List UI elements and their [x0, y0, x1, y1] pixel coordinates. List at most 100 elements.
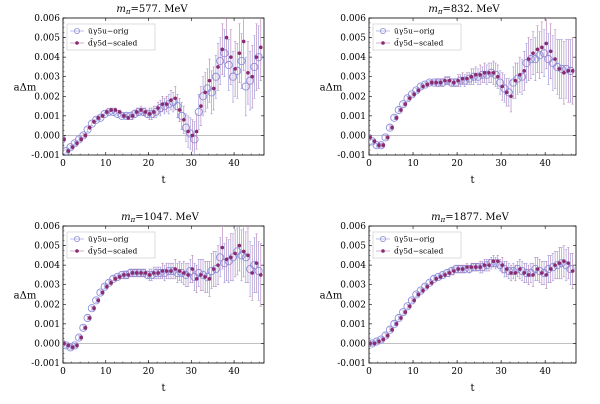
- data-point-orig: [241, 82, 250, 91]
- data-point-scaled: [254, 261, 259, 265]
- data-point-scaled: [109, 108, 113, 112]
- data-point-scaled: [429, 80, 434, 85]
- data-point-scaled: [500, 84, 505, 89]
- data-point-scaled: [122, 273, 126, 277]
- data-point-orig: [460, 76, 469, 85]
- data-point-scaled: [216, 65, 220, 69]
- title-pi-subscript: π: [437, 8, 443, 16]
- data-point-orig: [553, 62, 562, 71]
- data-point-scaled: [139, 108, 143, 112]
- data-point-scaled: [122, 114, 126, 118]
- data-point-scaled: [487, 263, 491, 267]
- legend-box: [66, 231, 156, 259]
- y-tick-label: 0.005: [340, 34, 366, 44]
- x-axis-label: t: [470, 175, 474, 186]
- data-point-scaled: [522, 69, 527, 73]
- y-tick-label: 0.000: [34, 131, 60, 141]
- data-point-scaled: [147, 112, 152, 116]
- data-point-scaled: [465, 76, 469, 81]
- legend-marker-orig: [74, 235, 81, 242]
- data-point-scaled: [190, 133, 195, 138]
- data-point-scaled: [92, 119, 96, 124]
- data-point-orig: [220, 49, 229, 58]
- data-point-scaled: [177, 269, 182, 273]
- x-tick-label: 30: [186, 159, 198, 169]
- data-point-scaled: [237, 51, 242, 56]
- data-point-orig: [160, 268, 169, 278]
- data-point-scaled: [522, 271, 527, 275]
- data-point-scaled: [100, 290, 105, 295]
- data-point-orig: [482, 70, 491, 79]
- y-axis-label: aΔm: [14, 83, 37, 94]
- x-tick-label: 0: [366, 367, 372, 377]
- data-point-scaled: [460, 267, 465, 271]
- legend: ūγ5u−orig d̄γ5d−scaled: [372, 231, 462, 259]
- data-point-scaled: [211, 86, 216, 91]
- data-point-scaled: [211, 267, 216, 271]
- x-axis-label: t: [470, 383, 474, 394]
- data-point-scaled: [434, 277, 438, 281]
- y-tick-label: -0.001: [31, 359, 60, 369]
- legend-marker-orig: [379, 27, 386, 34]
- data-point-scaled: [526, 57, 531, 61]
- data-point-orig: [173, 102, 182, 111]
- data-point-scaled: [390, 125, 394, 130]
- data-point-scaled: [469, 265, 474, 269]
- data-point-orig: [194, 107, 203, 116]
- data-point-scaled: [246, 71, 250, 75]
- data-point-scaled: [553, 263, 557, 267]
- data-point-orig: [540, 49, 549, 58]
- data-point-scaled: [394, 116, 399, 120]
- y-tick-label: 0.000: [340, 339, 366, 349]
- data-point-scaled: [229, 255, 233, 260]
- data-point-orig: [535, 266, 544, 276]
- data-point-orig: [566, 265, 575, 274]
- data-point-scaled: [416, 292, 421, 297]
- data-point-scaled: [92, 306, 96, 311]
- data-point-scaled: [75, 343, 79, 348]
- y-tick-label: 0.006: [34, 14, 60, 24]
- data-point-scaled: [134, 110, 139, 114]
- data-point-scaled: [518, 72, 522, 77]
- data-point-scaled: [482, 263, 487, 267]
- data-point-scaled: [369, 135, 372, 140]
- data-point-scaled: [496, 74, 500, 79]
- data-point-orig: [186, 129, 195, 138]
- data-point-scaled: [96, 116, 101, 120]
- title-m: m: [121, 212, 130, 223]
- data-point-scaled: [117, 275, 122, 279]
- data-point-orig: [233, 66, 242, 75]
- data-point-scaled: [66, 343, 71, 348]
- data-point-scaled: [372, 139, 377, 144]
- data-point-orig: [495, 78, 505, 87]
- x-tick-label: 10: [100, 159, 112, 169]
- data-point-scaled: [531, 51, 535, 56]
- data-point-orig: [241, 253, 250, 262]
- data-point-scaled: [70, 145, 75, 149]
- chart-title: mπ=1047. MeV: [121, 212, 199, 224]
- data-point-scaled: [478, 265, 483, 269]
- data-point-scaled: [381, 143, 386, 148]
- data-point-scaled: [443, 78, 447, 83]
- data-point-scaled: [526, 273, 531, 277]
- data-point-scaled: [496, 259, 500, 264]
- data-point-scaled: [194, 277, 199, 281]
- data-point-scaled: [513, 78, 518, 83]
- data-point-orig: [199, 92, 208, 101]
- data-point-orig: [465, 265, 474, 274]
- y-tick-label: 0.001: [340, 320, 366, 330]
- data-point-orig: [509, 266, 518, 276]
- x-tick-label: 40: [228, 159, 240, 169]
- data-point-scaled: [566, 69, 571, 73]
- data-point-orig: [250, 62, 259, 71]
- data-point-scaled: [126, 273, 131, 277]
- title-mass: =1047. MeV: [135, 212, 199, 223]
- y-tick-label: 0.004: [340, 261, 366, 271]
- data-point-orig: [194, 268, 203, 278]
- y-tick-label: 0.002: [34, 92, 60, 102]
- data-point-scaled: [194, 129, 199, 134]
- data-point-scaled: [199, 104, 203, 108]
- data-point-scaled: [535, 47, 540, 52]
- data-point-scaled: [113, 108, 118, 112]
- title-mass: =577. MeV: [130, 4, 188, 15]
